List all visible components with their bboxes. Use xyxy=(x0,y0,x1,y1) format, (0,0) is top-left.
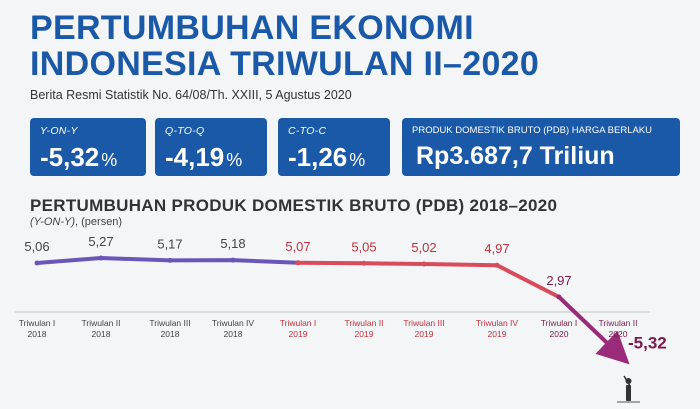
data-label: 5,27 xyxy=(88,234,113,249)
card-yoy-label: Y-ON-Y xyxy=(40,125,78,137)
data-point xyxy=(34,260,40,266)
tick-label-quarter: Triwulan II xyxy=(599,318,638,328)
tick-label-year: 2018 xyxy=(28,329,47,339)
card-ctc-value: -1,26% xyxy=(288,142,366,172)
tick-label-quarter: Triwulan IV xyxy=(476,318,519,328)
data-label: 5,05 xyxy=(351,239,376,254)
data-point xyxy=(494,262,500,268)
page-title: PERTUMBUHAN EKONOMI INDONESIA TRIWULAN I… xyxy=(30,10,539,82)
card-pdb-label: PRODUK DOMESTIK BRUTO (PDB) HARGA BERLAK… xyxy=(412,125,653,136)
tick-label-year: 2020 xyxy=(609,329,628,339)
tick-label-quarter: Triwulan III xyxy=(149,318,190,328)
chart-subtitle-yoy: (Y-ON-Y) xyxy=(30,216,76,228)
chart-subtitle-unit: , (persen) xyxy=(75,216,123,228)
card-qtq: Q-TO-Q -4,19% xyxy=(155,118,267,176)
tick-label-year: 2018 xyxy=(92,329,111,339)
tick-label-year: 2019 xyxy=(355,329,374,339)
data-label: -5,32 xyxy=(628,333,667,352)
series-lines xyxy=(35,256,630,365)
card-pdb-value: Rp3.687,7 Triliun xyxy=(416,142,615,170)
tick-label-year: 2018 xyxy=(224,329,243,339)
tick-label-year: 2019 xyxy=(488,329,507,339)
tick-label-quarter: Triwulan III xyxy=(403,318,444,328)
card-qtq-value: -4,19% xyxy=(165,142,243,172)
data-point xyxy=(556,294,562,300)
tick-label-quarter: Triwulan I xyxy=(19,318,56,328)
data-label: 5,17 xyxy=(157,236,182,251)
chart-subtitle: (Y-ON-Y), (persen) xyxy=(30,216,122,228)
title-line-1: PERTUMBUHAN EKONOMI xyxy=(30,9,474,47)
series-line-2020 xyxy=(557,295,630,365)
tick-label-quarter: Triwulan IV xyxy=(212,318,255,328)
percent-unit: % xyxy=(349,150,366,170)
release-reference: Berita Resmi Statistik No. 64/08/Th. XXI… xyxy=(30,88,352,102)
data-point xyxy=(361,260,367,266)
data-point xyxy=(295,260,301,266)
card-ctc-label: C-TO-C xyxy=(288,125,327,137)
percent-unit: % xyxy=(226,150,243,170)
data-point xyxy=(230,257,236,263)
data-point xyxy=(421,261,427,267)
data-label: 5,18 xyxy=(220,236,245,251)
card-pdb: PRODUK DOMESTIK BRUTO (PDB) HARGA BERLAK… xyxy=(402,118,680,176)
card-ctc: C-TO-C -1,26% xyxy=(278,118,390,176)
chart-title: PERTUMBUHAN PRODUK DOMESTIK BRUTO (PDB) … xyxy=(30,196,558,215)
percent-unit: % xyxy=(101,150,118,170)
card-yoy: Y-ON-Y -5,32% xyxy=(30,118,146,176)
data-label: 5,07 xyxy=(285,239,310,254)
data-point xyxy=(167,257,173,263)
data-points xyxy=(34,255,562,300)
tick-label-quarter: Triwulan I xyxy=(541,318,578,328)
tick-label-year: 2020 xyxy=(550,329,569,339)
tick-label-year: 2019 xyxy=(415,329,434,339)
data-label: 4,97 xyxy=(484,241,509,256)
data-point xyxy=(98,255,104,261)
card-yoy-value: -5,32% xyxy=(40,142,118,172)
tick-label-quarter: Triwulan II xyxy=(82,318,121,328)
tick-label-quarter: Triwulan I xyxy=(280,318,317,328)
data-labels: 5,06 5,27 5,17 5,18 5,07 5,05 5,02 4,97 2,97 -5,3… xyxy=(24,234,666,352)
person-figure-icon xyxy=(617,375,640,403)
data-label: 5,02 xyxy=(411,240,436,255)
title-line-2: INDONESIA TRIWULAN II–2020 xyxy=(30,45,540,83)
card-qtq-label: Q-TO-Q xyxy=(165,125,205,137)
series-line-2019 xyxy=(296,260,561,299)
tick-label-year: 2018 xyxy=(161,329,180,339)
data-label: 5,06 xyxy=(24,239,49,254)
tick-label-quarter: Triwulan II xyxy=(345,318,384,328)
tick-label-year: 2019 xyxy=(289,329,308,339)
data-label: 2,97 xyxy=(546,273,571,288)
series-line-2018 xyxy=(35,256,300,266)
